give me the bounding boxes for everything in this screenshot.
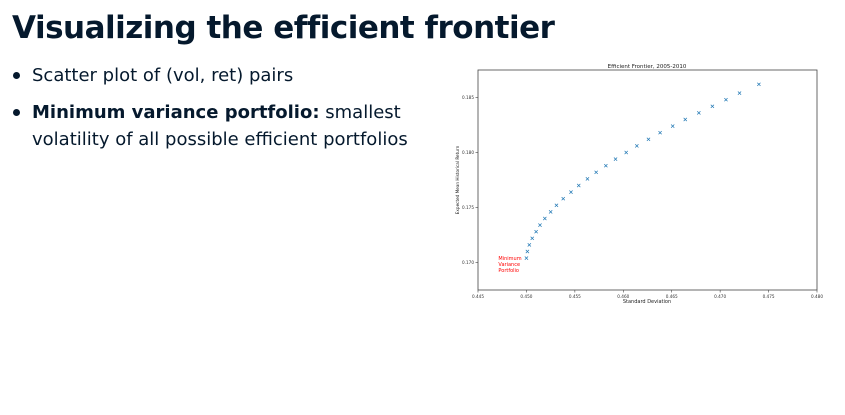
scatter-point bbox=[569, 190, 573, 194]
x-tick-label: 0.455 bbox=[569, 294, 581, 299]
x-tick-label: 0.450 bbox=[520, 294, 532, 299]
scatter-point bbox=[585, 177, 590, 181]
y-tick-label: 0.180 bbox=[462, 150, 474, 155]
scatter-point bbox=[604, 163, 608, 168]
x-tick-label: 0.470 bbox=[714, 294, 726, 299]
scatter-point bbox=[710, 104, 715, 109]
scatter-point bbox=[658, 130, 662, 135]
scatter-point bbox=[670, 124, 675, 128]
scatter-point bbox=[613, 157, 618, 161]
y-tick-label: 0.185 bbox=[462, 95, 474, 100]
chart-title: Efficient Frontier, 2005-2010 bbox=[608, 64, 687, 70]
scatter-point bbox=[624, 150, 629, 155]
plot-frame bbox=[477, 69, 818, 291]
scatter-point bbox=[554, 203, 559, 208]
bullet-text: smallest volatility of all possible effi… bbox=[32, 102, 408, 150]
x-tick-label: 0.445 bbox=[472, 294, 484, 299]
bullet-dot bbox=[13, 72, 20, 79]
scatter-point bbox=[646, 137, 651, 142]
scatter-point bbox=[576, 183, 581, 188]
x-axis-label: Standard Deviation bbox=[623, 299, 671, 305]
axes: 0.445 0.450 0.455 0.460 0.465 0.470 0.475 0.480… bbox=[462, 95, 823, 299]
y-axis-label: Expected Mean Historical Return bbox=[455, 145, 460, 214]
scatter-point bbox=[683, 117, 688, 122]
bullet-list: Scatter plot of (vol, ret) pairs Minimum… bbox=[12, 62, 452, 163]
bullet-dot bbox=[13, 109, 20, 116]
x-tick-label: 0.460 bbox=[617, 294, 629, 299]
scatter-point bbox=[594, 170, 599, 175]
min-variance-annotation: Minimum Variance Portfolio bbox=[498, 256, 521, 274]
efficient-frontier-chart: Efficient Frontier, 2005-2010 0.445 0.450… bbox=[455, 64, 823, 305]
scatter-point bbox=[548, 210, 553, 214]
scatter-point bbox=[737, 91, 742, 95]
bullet-item: Scatter plot of (vol, ret) pairs bbox=[12, 62, 452, 89]
annotations: Minimum Variance Portfolio bbox=[498, 256, 521, 274]
scatter-point bbox=[634, 144, 639, 148]
bullet-text: Scatter plot of (vol, ret) pairs bbox=[32, 65, 294, 86]
scatter-point bbox=[757, 82, 761, 87]
scatter-point bbox=[527, 243, 532, 247]
slide-title: Visualizing the efficient frontier bbox=[12, 10, 555, 46]
scatter-point bbox=[524, 256, 529, 260]
scatter-point bbox=[530, 236, 535, 241]
scatter-point bbox=[724, 97, 728, 102]
bullet-bold-text: Minimum variance portfolio: bbox=[32, 102, 320, 123]
scatter-point bbox=[525, 249, 530, 254]
y-tick-label: 0.170 bbox=[462, 260, 474, 265]
scatter-point bbox=[538, 223, 542, 227]
x-tick-label: 0.475 bbox=[763, 294, 775, 299]
scatter-point bbox=[534, 229, 538, 234]
scatter-point bbox=[561, 196, 566, 201]
scatter-points bbox=[524, 82, 761, 260]
scatter-point bbox=[542, 216, 547, 221]
scatter-point bbox=[696, 111, 701, 115]
y-tick-label: 0.175 bbox=[462, 205, 474, 210]
x-tick-label: 0.465 bbox=[666, 294, 678, 299]
x-tick-label: 0.480 bbox=[811, 294, 823, 299]
bullet-item: Minimum variance portfolio: smallest vol… bbox=[12, 99, 452, 153]
